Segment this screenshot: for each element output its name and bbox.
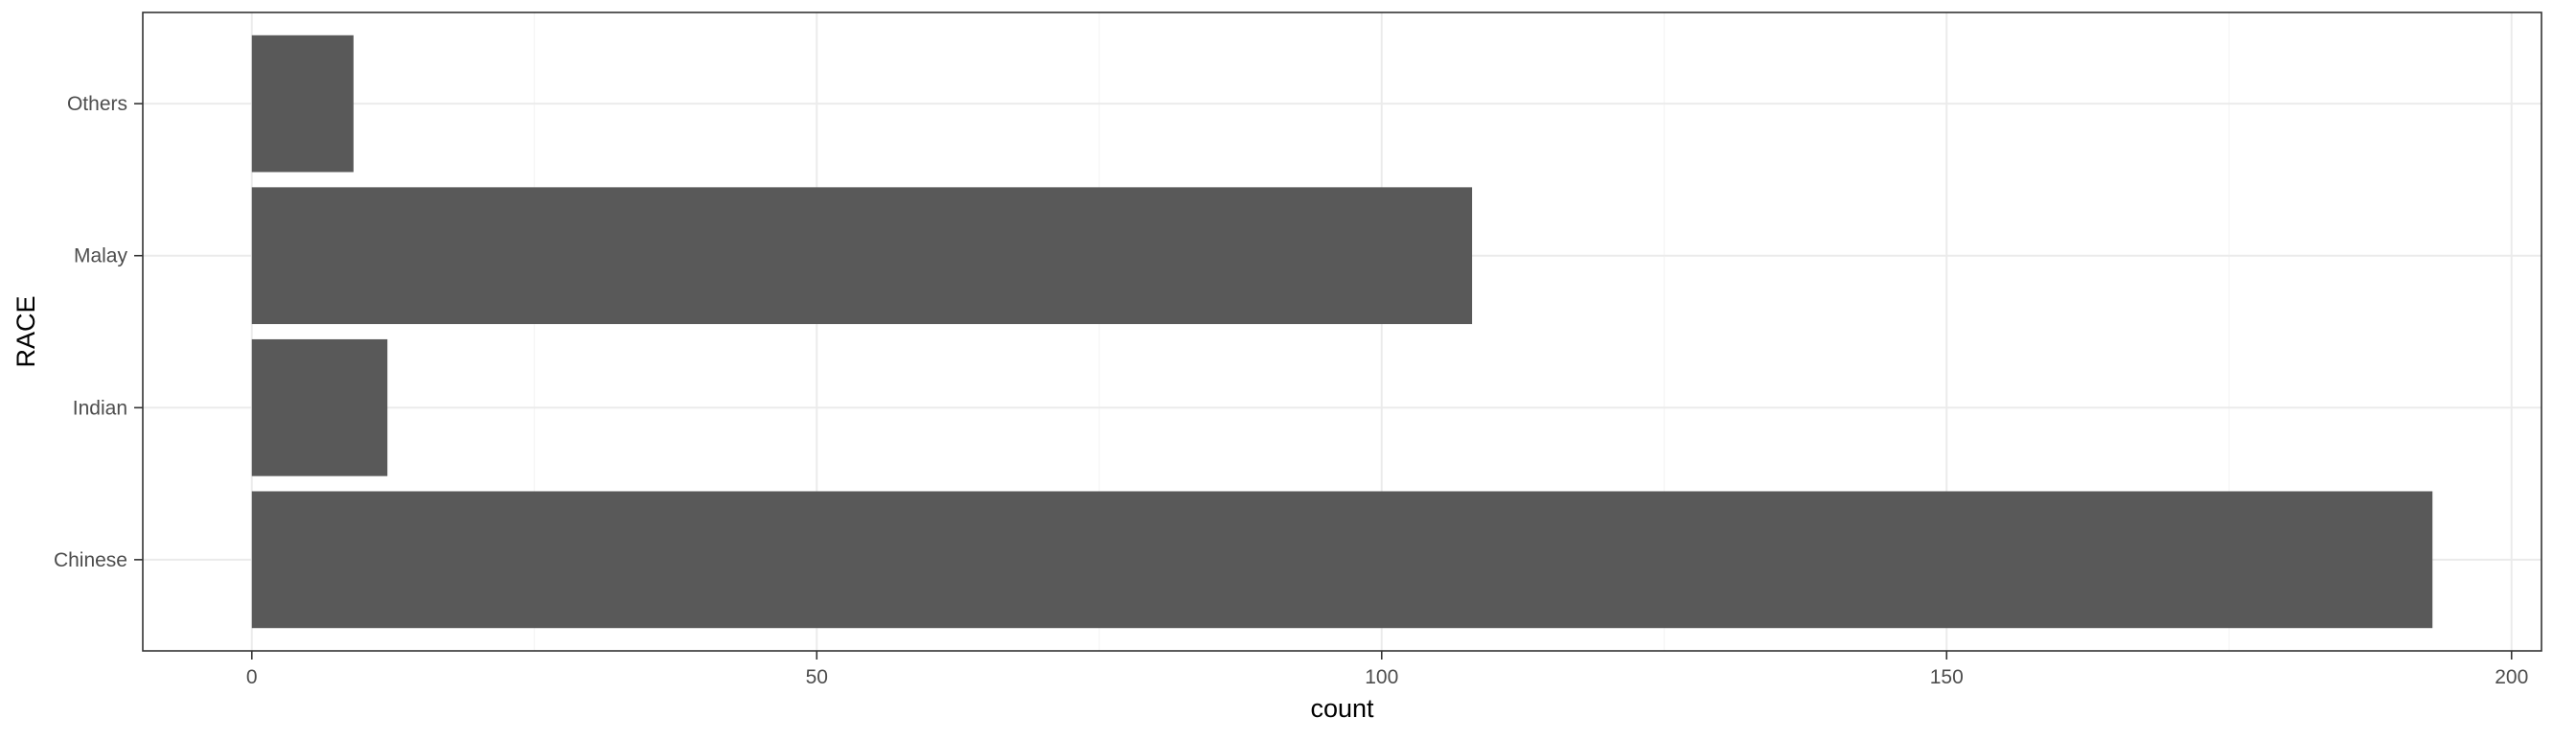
x-tick-label: 0 [246,666,258,688]
bar-indian [251,338,388,476]
bar-chinese [251,491,2433,629]
y-tick-label: Indian [73,397,127,419]
x-tick-label: 150 [1930,666,1964,688]
y-tick-label: Others [67,93,127,115]
x-tick-label: 200 [2495,666,2528,688]
x-axis-title: count [1310,694,1374,723]
panel-border [142,12,2542,652]
x-axis-ticks: 0 50 100 150 200 [246,651,2528,688]
x-tick-label: 50 [806,666,828,688]
bars [251,35,2433,629]
y-tick-label: Malay [74,245,128,267]
y-axis-title: RACE [12,295,40,367]
bar-malay [251,187,1473,325]
bar-others [251,35,354,173]
y-axis-ticks: Chinese Indian Malay Others [54,93,143,571]
y-tick-label: Chinese [54,549,127,571]
x-tick-label: 100 [1365,666,1398,688]
